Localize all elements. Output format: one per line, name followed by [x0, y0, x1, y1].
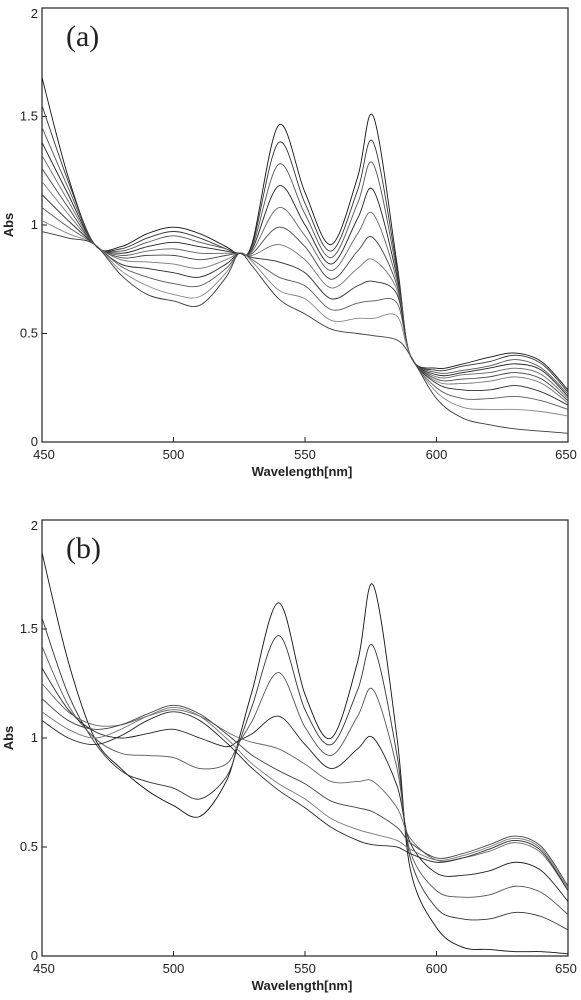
- panel-b-y-tick-label: 1: [31, 730, 38, 745]
- panel-b-x-tick-label: 650: [555, 961, 577, 976]
- panel-b-ticks: 450 500 550 600 650 0 0.5 1 1.5 2: [20, 518, 577, 976]
- panel-a-x-tick-label: 550: [294, 447, 316, 462]
- panel-b-y-tick-label: 0: [31, 948, 38, 963]
- panel-b-x-tick-label: 550: [294, 961, 316, 976]
- panel-a-y-tick-label: 0: [31, 434, 38, 449]
- panel-a-x-tick-label: 600: [426, 447, 448, 462]
- panel-b-series-line: [41, 646, 569, 915]
- panel-a-y-tick-label: 1: [31, 217, 38, 232]
- panel-b-y-tick-label: 0.5: [20, 839, 38, 854]
- panel-a-y-axis-title: Abs: [1, 213, 16, 238]
- panel-b-series-line: [41, 707, 569, 889]
- panel-b-y-axis-title: Abs: [1, 726, 16, 751]
- panel-a-series-line: [41, 220, 569, 417]
- panel-a-series-line: [41, 194, 569, 406]
- panel-a-y-tick-label: 0.5: [20, 326, 38, 341]
- panel-b-series: [41, 552, 569, 955]
- panel-a-y-tick-label: 2: [31, 6, 38, 21]
- panel-b-series-line: [41, 552, 569, 955]
- panel-a-label: (a): [66, 20, 99, 53]
- panel-b-series-line: [41, 683, 569, 891]
- panel-b-x-tick-label: 600: [426, 961, 448, 976]
- panel-a-x-tick-label: 650: [555, 447, 577, 462]
- panel-b-x-tick-label: 500: [163, 961, 185, 976]
- panel-a-series-line: [41, 231, 569, 434]
- panel-a-series-line: [41, 105, 569, 393]
- panel-b-x-tick-label: 450: [33, 961, 55, 976]
- panel-a-ticks: 450 500 550 600 650 0 0.5 1 1.5 2: [20, 6, 577, 462]
- panel-a-x-axis-title: Wavelength[nm]: [252, 464, 353, 479]
- panel-b-x-axis-title: Wavelength[nm]: [252, 978, 353, 993]
- panel-a-series-line: [41, 127, 569, 395]
- panel-a-chart: (a) Wavelength[nm] Abs 450 500 550 600 650 0 0…: [1, 6, 577, 479]
- panel-a-series-line: [41, 77, 569, 391]
- panel-a-series-line: [41, 155, 569, 399]
- panel-b-series-line: [41, 711, 569, 891]
- panel-b-label: (b): [66, 532, 101, 565]
- panel-b-y-tick-label: 1.5: [20, 621, 38, 636]
- panel-b-series-line: [41, 667, 569, 902]
- panel-b-series-line: [41, 698, 569, 887]
- panel-a-y-tick-label: 1.5: [20, 109, 38, 124]
- panel-b-y-tick-label: 2: [31, 518, 38, 533]
- panel-b-series-line: [41, 617, 569, 931]
- panel-a-x-tick-label: 450: [33, 447, 55, 462]
- panel-a-x-tick-label: 500: [163, 447, 185, 462]
- panel-a-series-line: [41, 142, 569, 397]
- panel-a-series: [41, 77, 569, 434]
- panel-b-chart: (b) Wavelength[nm] Abs 450 500 550 600 650 0 0…: [1, 518, 577, 993]
- panel-a-series-line: [41, 207, 569, 410]
- panel-a-series-line: [41, 181, 569, 404]
- panel-a-series-line: [41, 168, 569, 402]
